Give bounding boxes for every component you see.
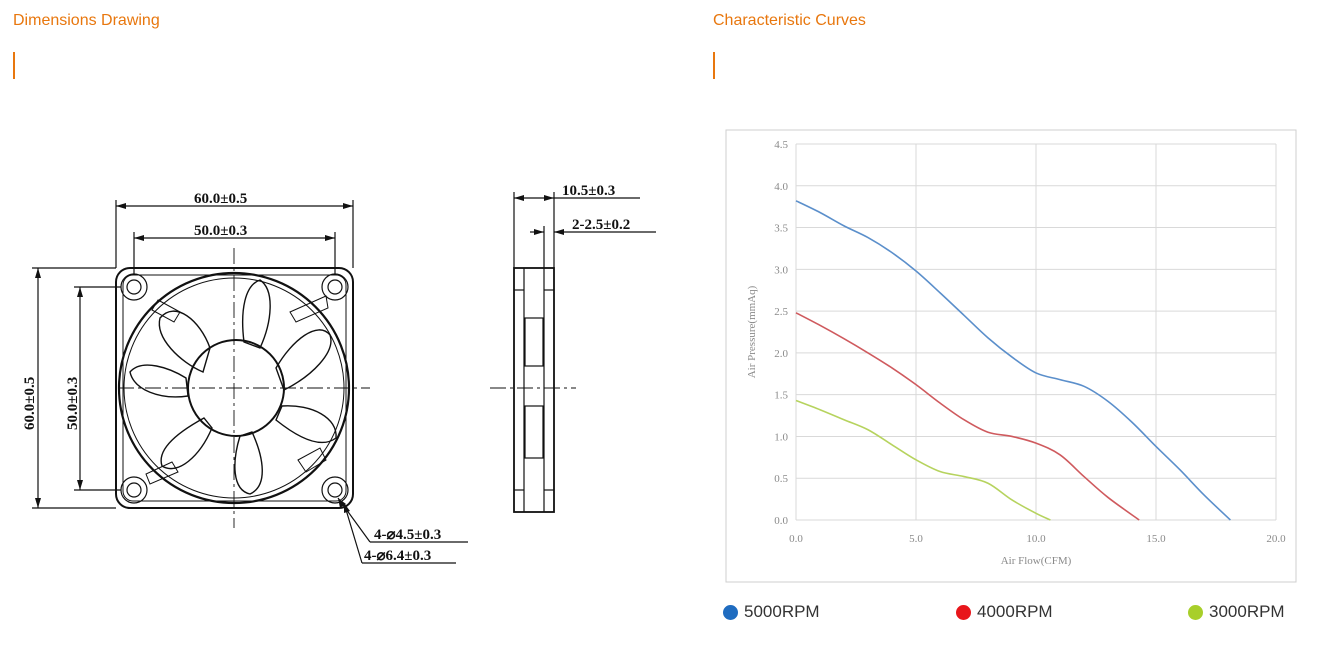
- y-tick-label: 3.5: [774, 223, 788, 235]
- legend-item-3000rpm: 3000RPM: [1188, 600, 1285, 624]
- y-tick-label: 2.0: [774, 348, 788, 360]
- legend-label-4000rpm: 4000RPM: [977, 602, 1053, 621]
- x-tick-labels: 0.0 5.0 10.0 15.0 20.0: [789, 533, 1286, 545]
- dim-front-height-holes: 50.0±0.3: [65, 377, 81, 430]
- chart-grid: [795, 143, 1277, 521]
- y-tick-label: 4.5: [774, 139, 788, 151]
- x-tick-label: 0.0: [789, 533, 803, 545]
- chart-series: [795, 200, 1231, 521]
- legend-item-4000rpm: 4000RPM: [956, 600, 1053, 624]
- legend-dot-3000rpm: [1188, 604, 1203, 620]
- y-tick-label: 0.0: [774, 515, 788, 527]
- fan-blades: [129, 279, 337, 495]
- series-line-3000rpm: [795, 399, 1051, 521]
- dim-front-width-outer: 60.0±0.5: [194, 191, 247, 207]
- dim-hole-small: 4-⌀4.5±0.3: [374, 527, 441, 543]
- x-tick-label: 10.0: [1026, 533, 1046, 545]
- dim-side-thickness: 10.5±0.3: [562, 183, 615, 199]
- fan-side-body: [513, 267, 555, 513]
- dim-front-height-outer: 60.0±0.5: [22, 377, 38, 430]
- y-tick-label: 0.5: [774, 473, 788, 485]
- dim-hole-large: 4-⌀6.4±0.3: [364, 548, 431, 564]
- characteristic-chart: 0.0 0.5 1.0 1.5 2.0 2.5 3.0 3.5 4.0 4.5 0.0 5.0 10.…: [725, 129, 1297, 583]
- series-line-4000rpm: [795, 312, 1140, 521]
- legend-dot-5000rpm: [723, 604, 738, 620]
- y-tick-label: 2.5: [774, 306, 788, 318]
- y-axis-label: Air Pressure(mmAq): [746, 285, 758, 378]
- legend-label-3000rpm: 3000RPM: [1209, 602, 1285, 621]
- x-tick-label: 5.0: [909, 533, 923, 545]
- y-tick-labels: 0.0 0.5 1.0 1.5 2.0 2.5 3.0 3.5 4.0 4.5: [774, 139, 788, 527]
- y-tick-label: 1.0: [774, 431, 788, 443]
- legend-label-5000rpm: 5000RPM: [744, 602, 820, 621]
- y-tick-label: 3.0: [774, 264, 788, 276]
- dim-side-flange: 2-2.5±0.2: [572, 217, 630, 233]
- legend-item-5000rpm: 5000RPM: [723, 600, 820, 624]
- curves-accent-bar: [713, 52, 715, 79]
- dimensions-accent-bar: [13, 52, 15, 79]
- x-axis-label: Air Flow(CFM): [1001, 555, 1072, 567]
- x-tick-label: 15.0: [1146, 533, 1166, 545]
- x-tick-label: 20.0: [1266, 533, 1286, 545]
- dim-front-width-holes: 50.0±0.3: [194, 223, 247, 239]
- y-tick-label: 1.5: [774, 390, 788, 402]
- series-line-5000rpm: [795, 200, 1231, 521]
- curves-section-title: Characteristic Curves: [713, 12, 866, 29]
- dimensions-drawing: 60.0±0.5 50.0±0.3 60.0±0.5 50.0±0.3 10.5…: [22, 183, 656, 564]
- fan-frame-outer: [115, 267, 354, 509]
- dimensions-section-title: Dimensions Drawing: [13, 12, 160, 29]
- y-tick-label: 4.0: [774, 181, 788, 193]
- legend-dot-4000rpm: [956, 604, 971, 620]
